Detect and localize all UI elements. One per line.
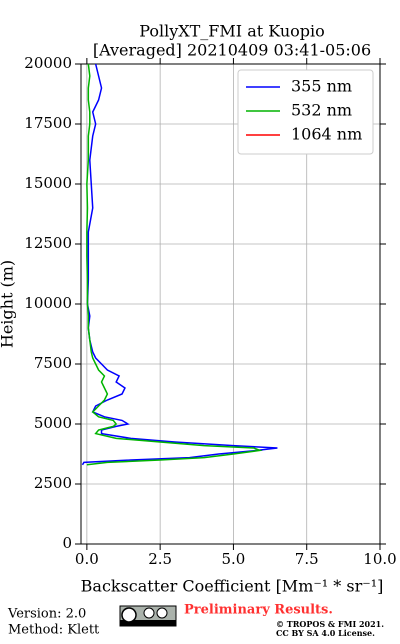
legend-label: 532 nm <box>291 101 352 120</box>
profile-line <box>81 63 278 466</box>
method-text: Method: Klett <box>8 623 100 638</box>
chart-title: PollyXT_FMI at Kuopio <box>139 22 325 41</box>
y-tick-label: 0 <box>62 534 72 552</box>
y-tick-label: 15000 <box>24 174 72 192</box>
x-axis-label: Backscatter Coefficient [Mm⁻¹ * sr⁻¹] <box>81 577 384 596</box>
legend-box <box>237 69 374 155</box>
version-text: Version: 2.0 <box>7 607 86 622</box>
x-tick-label: 10.0 <box>363 550 396 568</box>
x-tick-label: 2.5 <box>148 550 172 568</box>
x-tick-label: 5.0 <box>222 550 246 568</box>
copyright-text: © TROPOS & FMI 2021. <box>276 619 384 629</box>
y-tick-label: 17500 <box>24 114 72 132</box>
profile-line <box>86 63 263 466</box>
y-tick-label: 12500 <box>24 234 72 252</box>
y-tick-label: 20000 <box>24 54 72 72</box>
y-tick-label: 10000 <box>24 294 72 312</box>
cc-logo <box>119 605 177 627</box>
y-axis-label: Height (m) <box>0 260 17 348</box>
preliminary-text: Preliminary Results. <box>184 603 333 618</box>
plot-frame <box>80 63 381 545</box>
y-tick-label: 2500 <box>34 474 72 492</box>
chart-subtitle: [Averaged] 20210409 03:41-05:06 <box>93 41 371 60</box>
y-tick-label: 7500 <box>34 354 72 372</box>
legend-label: 1064 nm <box>291 125 362 144</box>
x-tick-label: 0.0 <box>75 550 99 568</box>
legend-label: 355 nm <box>291 77 352 96</box>
license-text: CC BY SA 4.0 License. <box>276 628 375 638</box>
x-tick-label: 7.5 <box>295 550 319 568</box>
y-tick-label: 5000 <box>34 414 72 432</box>
